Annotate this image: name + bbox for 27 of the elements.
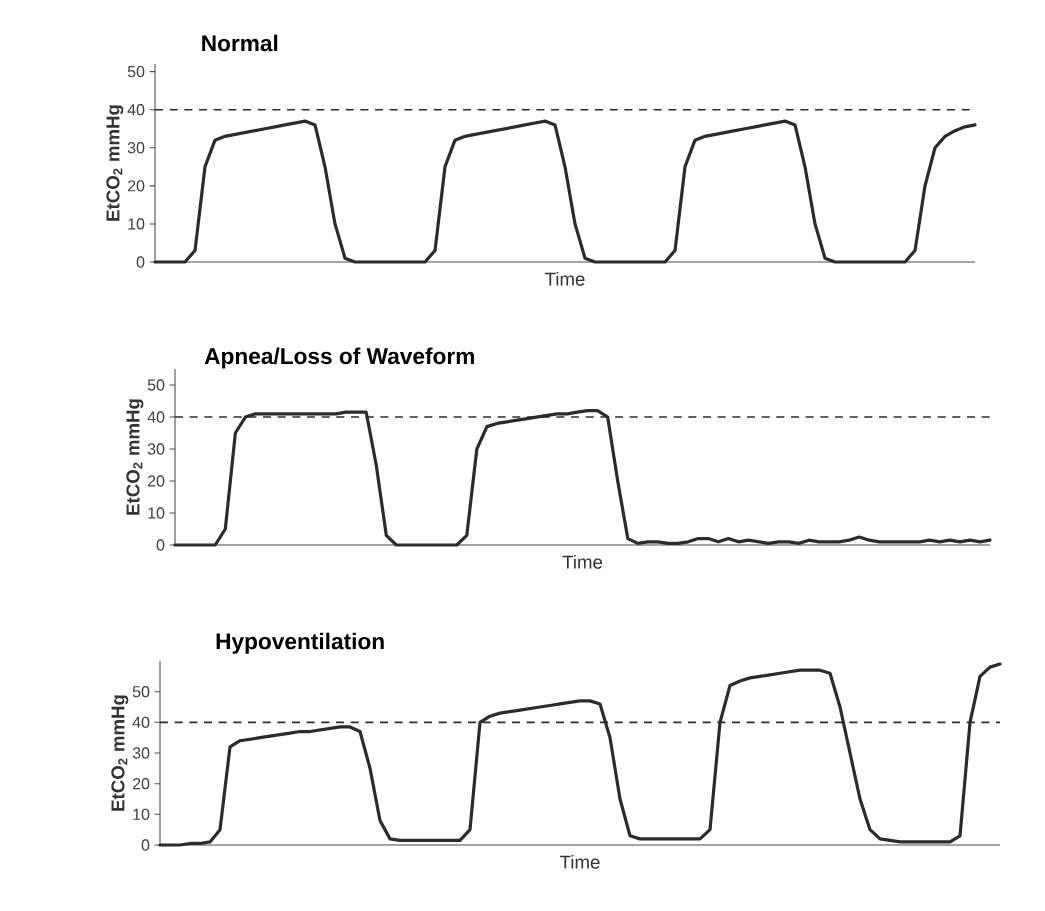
chart-title: Normal	[202, 34, 278, 52]
y-tick-label: 50	[127, 65, 145, 78]
y-tick-label: 10	[148, 507, 165, 519]
y-tick-label: 10	[128, 218, 145, 230]
y-tick-label: 40	[127, 104, 145, 116]
y-tick-label: 30	[132, 747, 150, 759]
x-axis-title: Time	[560, 855, 600, 869]
y-tick-label: 0	[141, 839, 150, 851]
y-tick-label: 40	[147, 411, 165, 423]
y-axis-title: EtCO$_{2}$ mmHg	[111, 695, 129, 811]
y-tick-label: 50	[132, 686, 150, 698]
y-tick-label: 20	[132, 778, 150, 790]
chart-title: Apnea/Loss of Waveform	[204, 347, 474, 369]
y-tick-label: 30	[147, 443, 165, 455]
y-tick-label: 50	[147, 379, 165, 391]
y-tick-label: 30	[127, 142, 145, 154]
y-tick-label: 10	[133, 808, 150, 820]
chart-title: Hypoventilation	[216, 632, 384, 654]
y-tick-label: 20	[127, 180, 145, 192]
y-tick-label: 0	[136, 256, 145, 268]
y-tick-label: 0	[156, 539, 165, 551]
x-axis-title: Time	[562, 555, 603, 569]
x-axis-title: Time	[545, 272, 585, 286]
y-tick-label: 40	[132, 716, 150, 728]
y-tick-label: 20	[147, 475, 165, 487]
y-axis-title: EtCO$_{2}$ mmHg	[126, 399, 144, 515]
y-axis-title: EtCO$_{2}$ mmHg	[106, 105, 124, 221]
